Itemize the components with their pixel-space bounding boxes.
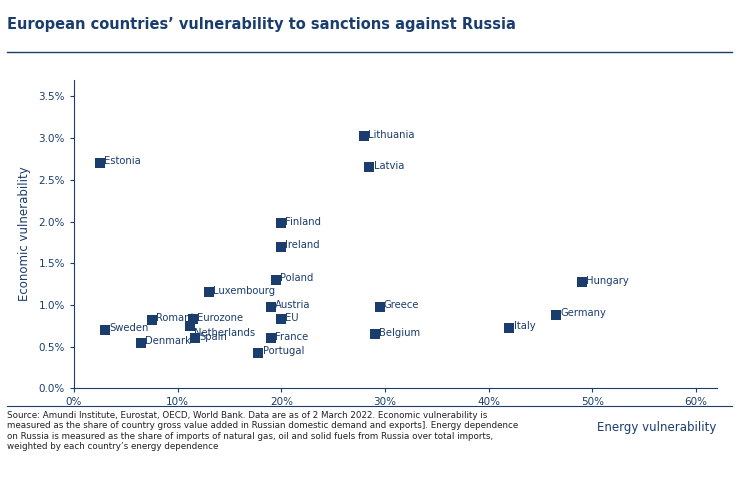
Text: Denmark: Denmark [146,336,191,346]
Text: Greece: Greece [384,300,420,310]
Point [265,303,277,311]
Text: Spain: Spain [200,332,228,342]
Point [94,159,106,167]
Point [202,288,214,296]
Y-axis label: Economic vulnerability: Economic vulnerability [18,167,32,301]
Point [551,311,562,319]
Text: Italy: Italy [514,321,535,331]
Point [364,163,375,171]
Text: Romania: Romania [156,313,200,323]
Text: Lithuania: Lithuania [369,130,415,140]
Text: Netherlands: Netherlands [194,328,255,338]
Point [189,334,201,342]
Text: Finland: Finland [285,217,321,227]
Point [276,219,287,227]
Point [576,278,588,286]
Text: EU: EU [285,313,299,323]
Text: Estonia: Estonia [104,156,140,166]
Text: France: France [275,332,308,342]
Text: Belgium: Belgium [379,328,420,338]
Point [369,330,381,338]
Text: Poland: Poland [280,273,313,283]
Text: Austria: Austria [275,300,310,310]
Point [358,132,370,140]
Point [270,276,282,284]
Text: Eurozone: Eurozone [197,313,243,323]
Text: Energy vulnerability: Energy vulnerability [597,421,717,434]
Text: European countries’ vulnerability to sanctions against Russia: European countries’ vulnerability to san… [7,17,517,32]
Text: Germany: Germany [560,308,606,318]
Point [265,334,277,342]
Point [503,324,515,332]
Text: Hungary: Hungary [586,276,629,286]
Text: Ireland: Ireland [285,240,320,250]
Text: Sweden: Sweden [109,323,149,333]
Point [146,316,157,324]
Text: Portugal: Portugal [262,346,304,356]
Point [276,315,287,323]
Point [135,339,147,347]
Text: Source: Amundi Institute, Eurostat, OECD, World Bank. Data are as of 2 March 202: Source: Amundi Institute, Eurostat, OECD… [7,411,519,451]
Point [187,315,199,323]
Point [276,243,287,250]
Text: Luxembourg: Luxembourg [213,286,275,296]
Point [99,326,111,334]
Point [253,349,265,357]
Point [374,303,386,311]
Point [184,322,196,330]
Text: Latvia: Latvia [374,161,404,171]
